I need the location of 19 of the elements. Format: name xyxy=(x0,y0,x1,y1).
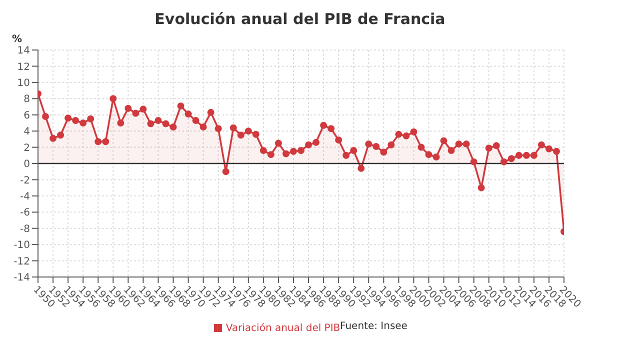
y-tick-label: 4 xyxy=(24,126,30,138)
y-tick-label: -10 xyxy=(14,240,30,252)
y-tick-label: -12 xyxy=(14,256,30,268)
y-tick-label: -14 xyxy=(14,272,30,284)
y-axis-title: % xyxy=(12,34,22,45)
y-tick-label: -2 xyxy=(20,175,30,186)
chart-title: Evolución anual del PIB de Francia xyxy=(154,10,446,28)
y-tick-label: -6 xyxy=(20,208,30,219)
y-tick-label: 6 xyxy=(24,110,30,122)
y-tick-label: -4 xyxy=(20,191,30,202)
y-tick-label: 0 xyxy=(24,159,30,170)
y-tick-label: 14 xyxy=(17,46,30,57)
y-tick-label: 2 xyxy=(24,142,30,154)
y-tick-label: 12 xyxy=(17,62,30,73)
y-tick-label: 8 xyxy=(24,94,30,106)
y-tick-label: 10 xyxy=(17,78,30,89)
legend-label: Variación anual del PIB xyxy=(226,323,340,334)
y-tick-label: -8 xyxy=(20,224,30,235)
source-note: Fuente: Insee xyxy=(340,321,408,332)
